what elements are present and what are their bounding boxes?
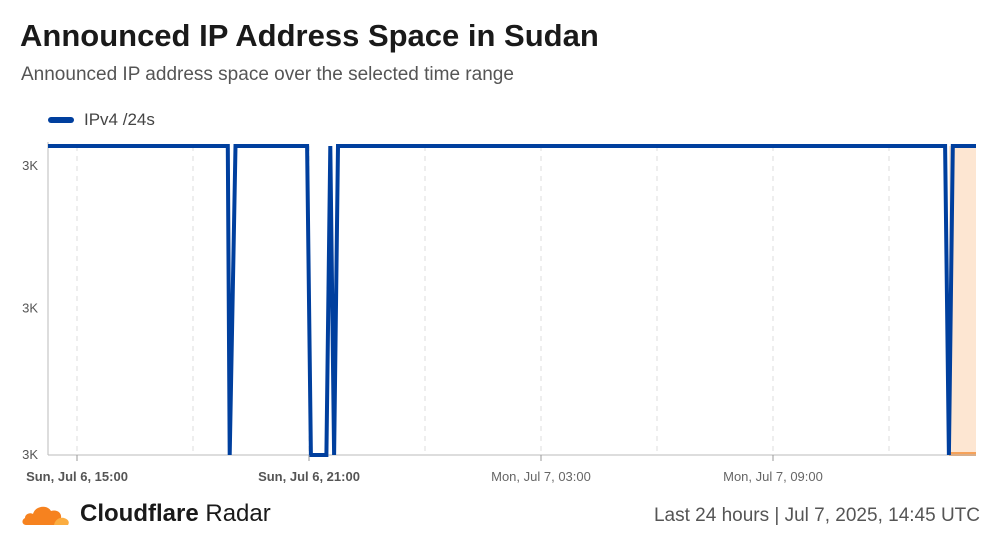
brand-name: Cloudflare Radar <box>80 500 271 528</box>
chart-subtitle: Announced IP address space over the sele… <box>21 64 514 85</box>
x-tick-label-0: Sun, Jul 6, 15:00 <box>26 469 128 484</box>
y-axis-ticks: 3K 3K 3K <box>22 158 38 462</box>
series-lines <box>48 144 976 457</box>
y-tick-label-0: 3K <box>22 158 38 173</box>
brand-name-rest: Radar <box>198 500 271 527</box>
series-line-0 <box>48 144 976 457</box>
y-tick-label-2: 3K <box>22 447 38 462</box>
x-tick-label-1: Sun, Jul 6, 21:00 <box>258 469 360 484</box>
axes <box>47 142 976 456</box>
x-tick-label-2: Mon, Jul 7, 03:00 <box>491 469 591 484</box>
legend-label-ipv4: IPv4 /24s <box>84 110 155 129</box>
grid-lines <box>76 146 890 455</box>
cloudflare-cloud-icon <box>22 506 69 525</box>
brand-logo[interactable]: Cloudflare Radar <box>20 500 271 528</box>
chart-title: Announced IP Address Space in Sudan <box>20 18 599 53</box>
x-axis-ticks: Sun, Jul 6, 15:00 Sun, Jul 6, 21:00 Mon, J… <box>26 455 823 484</box>
legend-swatch-ipv4 <box>48 117 74 123</box>
time-range-label: Last 24 hours | Jul 7, 2025, 14:45 UTC <box>653 505 980 526</box>
chart-legend[interactable]: IPv4 /24s <box>48 110 155 130</box>
y-tick-label-1: 3K <box>22 301 38 316</box>
brand-name-bold: Cloudflare <box>80 500 199 527</box>
x-tick-label-3: Mon, Jul 7, 09:00 <box>723 469 823 484</box>
